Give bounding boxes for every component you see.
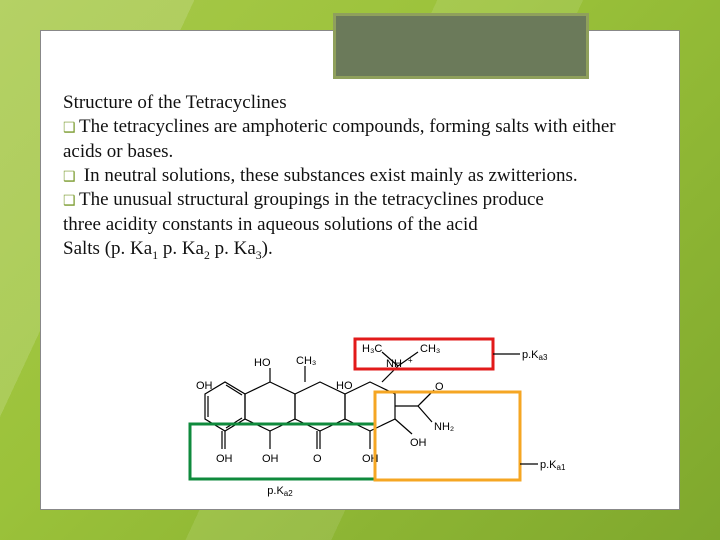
content-card: Structure of the Tetracyclines ❑The tetr… [40,30,680,510]
svg-text:OH: OH [410,437,427,449]
atom-labels: HO CH₃ OH H₃C CH₃ NH + OH OH O OH O NH₂ … [196,343,454,465]
bullet-1: ❑The tetracyclines are amphoteric compou… [63,115,657,164]
svg-text:O: O [313,453,322,465]
svg-text:CH₃: CH₃ [296,355,316,367]
bullet-3: ❑The unusual structural groupings in the… [63,188,657,212]
svg-text:HO: HO [336,380,353,392]
svg-text:p.Ka1: p.Ka1 [540,459,566,472]
bullet-icon: ❑ [63,120,79,138]
svg-text:CH₃: CH₃ [420,343,440,355]
svg-text:NH₂: NH₂ [434,421,454,433]
svg-text:p.Ka3: p.Ka3 [522,349,548,362]
bullet-icon: ❑ [63,169,79,187]
pka1-box [375,392,520,480]
text-content: Structure of the Tetracyclines ❑The tetr… [63,91,657,263]
line-4: three acidity constants in aqueous solut… [63,213,657,237]
bullet-2: ❑ In neutral solutions, these substances… [63,164,657,188]
svg-text:p.Ka2: p.Ka2 [267,485,293,498]
svg-text:OH: OH [216,453,233,465]
svg-text:+: + [408,356,413,365]
title-decor-block [333,13,589,79]
pka2-box [190,424,375,479]
svg-text:H₃C: H₃C [362,343,382,355]
svg-text:OH: OH [262,453,279,465]
line-5: Salts (p. Ka1 p. Ka2 p. Ka3). [63,237,657,263]
tetracycline-diagram: HO CH₃ OH H₃C CH₃ NH + OH OH O OH O NH₂ … [150,334,570,499]
svg-text:HO: HO [254,357,271,369]
svg-text:OH: OH [196,380,213,392]
bullet-icon: ❑ [63,193,79,211]
heading: Structure of the Tetracyclines [63,91,657,115]
chemical-structure: HO CH₃ OH H₃C CH₃ NH + OH OH O OH O NH₂ … [41,331,679,501]
